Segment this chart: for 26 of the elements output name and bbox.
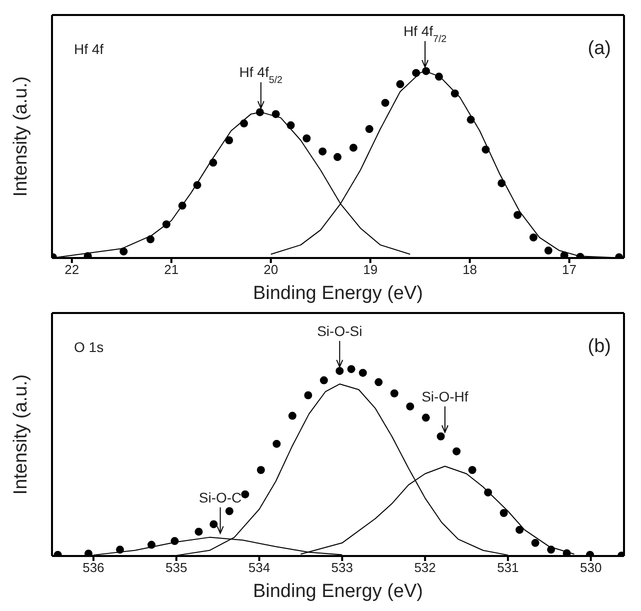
x-tick-label: 19 <box>363 262 378 278</box>
x-tick-label: 536 <box>82 560 104 576</box>
annotation: Si-O-Si <box>317 322 362 339</box>
annotation: Si-O-Hf <box>422 388 468 404</box>
x-tick-label: 533 <box>331 560 353 576</box>
x-tick-label: 532 <box>414 560 436 576</box>
x-axis-title: Binding Energy (eV) <box>252 283 424 304</box>
x-tick-label: 20 <box>264 262 278 278</box>
text: (b) <box>588 336 611 357</box>
x-tick-label: 534 <box>248 560 270 576</box>
y-axis-title: Intensity (a.u.) <box>10 374 32 495</box>
x-tick-label: 17 <box>562 262 577 278</box>
text: O 1s <box>74 339 104 355</box>
x-tick-label: 22 <box>64 262 80 278</box>
x-tick-label: 21 <box>164 262 179 278</box>
text: (a) <box>588 38 611 59</box>
x-tick-label: 530 <box>580 560 602 576</box>
x-tick-label: 18 <box>462 262 478 278</box>
x-tick-label: 531 <box>497 560 519 576</box>
annotation: Hf 4f$_{5/2}$ <box>239 64 283 86</box>
annotation: Hf 4f$_{7/2}$ <box>403 23 447 45</box>
text: Hf 4f <box>74 41 104 57</box>
x-axis-title: Binding Energy (eV) <box>252 581 424 602</box>
y-axis-title: Intensity (a.u.) <box>10 76 32 197</box>
x-tick-label: 535 <box>165 560 188 576</box>
annotation: Si-O-C <box>198 489 242 506</box>
